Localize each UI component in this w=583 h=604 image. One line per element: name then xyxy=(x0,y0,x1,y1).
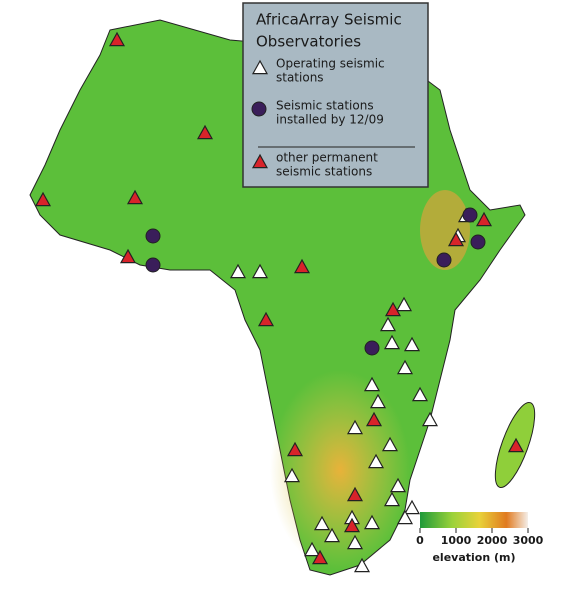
station-triangle xyxy=(507,437,525,453)
legend-label: seismic stations xyxy=(276,165,372,179)
station-triangle xyxy=(251,153,269,169)
station-circle xyxy=(251,101,267,117)
legend-title: Observatories xyxy=(256,33,361,51)
station-triangle xyxy=(34,191,52,207)
station-circle xyxy=(462,207,478,223)
station-triangle xyxy=(384,301,402,317)
station-triangle xyxy=(293,258,311,274)
station-triangle xyxy=(396,509,414,525)
station-triangle xyxy=(369,393,387,409)
station-triangle xyxy=(323,527,341,543)
station-triangle xyxy=(411,386,429,402)
legend-box xyxy=(242,2,429,188)
station-triangle xyxy=(126,189,144,205)
legend: AfricaArray Seismic Observatories Operatin… xyxy=(251,11,402,179)
station-triangle xyxy=(119,248,137,264)
legend-label: Seismic stations xyxy=(276,99,374,113)
station-triangle xyxy=(346,534,364,550)
station-triangle xyxy=(365,411,383,427)
east-highlands xyxy=(420,190,470,270)
station-triangle xyxy=(395,296,413,312)
station-triangle xyxy=(383,334,401,350)
station-triangle xyxy=(381,436,399,452)
legend-title: AfricaArray Seismic xyxy=(256,11,402,29)
station-triangle xyxy=(251,263,269,279)
station-markers xyxy=(34,31,525,573)
station-circle xyxy=(470,234,486,250)
station-triangle xyxy=(403,336,421,352)
colorbar-label: elevation (m) xyxy=(432,551,515,564)
station-triangle xyxy=(346,419,364,435)
station-triangle xyxy=(251,59,269,75)
colorbar-tick-label: 3000 xyxy=(513,534,544,547)
station-circle xyxy=(436,252,452,268)
station-triangle xyxy=(303,541,321,557)
station-circle xyxy=(145,257,161,273)
colorbar xyxy=(420,512,528,528)
station-triangle xyxy=(343,517,361,533)
colorbar-axis: 0 1000 2000 3000 elevation (m) xyxy=(416,528,544,564)
station-triangle xyxy=(421,411,439,427)
station-triangle xyxy=(396,359,414,375)
station-triangle xyxy=(379,316,397,332)
station-triangle xyxy=(229,263,247,279)
legend-label: stations xyxy=(276,71,324,85)
station-triangle xyxy=(403,499,421,515)
station-triangle xyxy=(283,467,301,483)
station-triangle xyxy=(108,31,126,47)
colorbar-tick-label: 0 xyxy=(416,534,424,547)
station-triangle xyxy=(389,477,407,493)
station-triangle xyxy=(196,124,214,140)
station-circle xyxy=(145,228,161,244)
colorbar-tick-label: 2000 xyxy=(477,534,508,547)
station-triangle xyxy=(367,453,385,469)
station-triangle xyxy=(257,311,275,327)
station-triangle xyxy=(313,515,331,531)
station-triangle xyxy=(346,486,364,502)
station-triangle xyxy=(311,549,329,565)
station-triangle xyxy=(447,231,465,247)
legend-label: other permanent xyxy=(276,151,378,165)
station-circle xyxy=(364,340,380,356)
colorbar-tick-label: 1000 xyxy=(441,534,472,547)
station-triangle xyxy=(475,211,493,227)
station-triangle xyxy=(363,514,381,530)
station-triangle xyxy=(363,376,381,392)
station-triangle xyxy=(286,441,304,457)
legend-label: installed by 12/09 xyxy=(276,113,384,127)
legend-label: Operating seismic xyxy=(276,57,385,71)
station-triangle xyxy=(353,557,371,573)
station-triangle xyxy=(383,491,401,507)
